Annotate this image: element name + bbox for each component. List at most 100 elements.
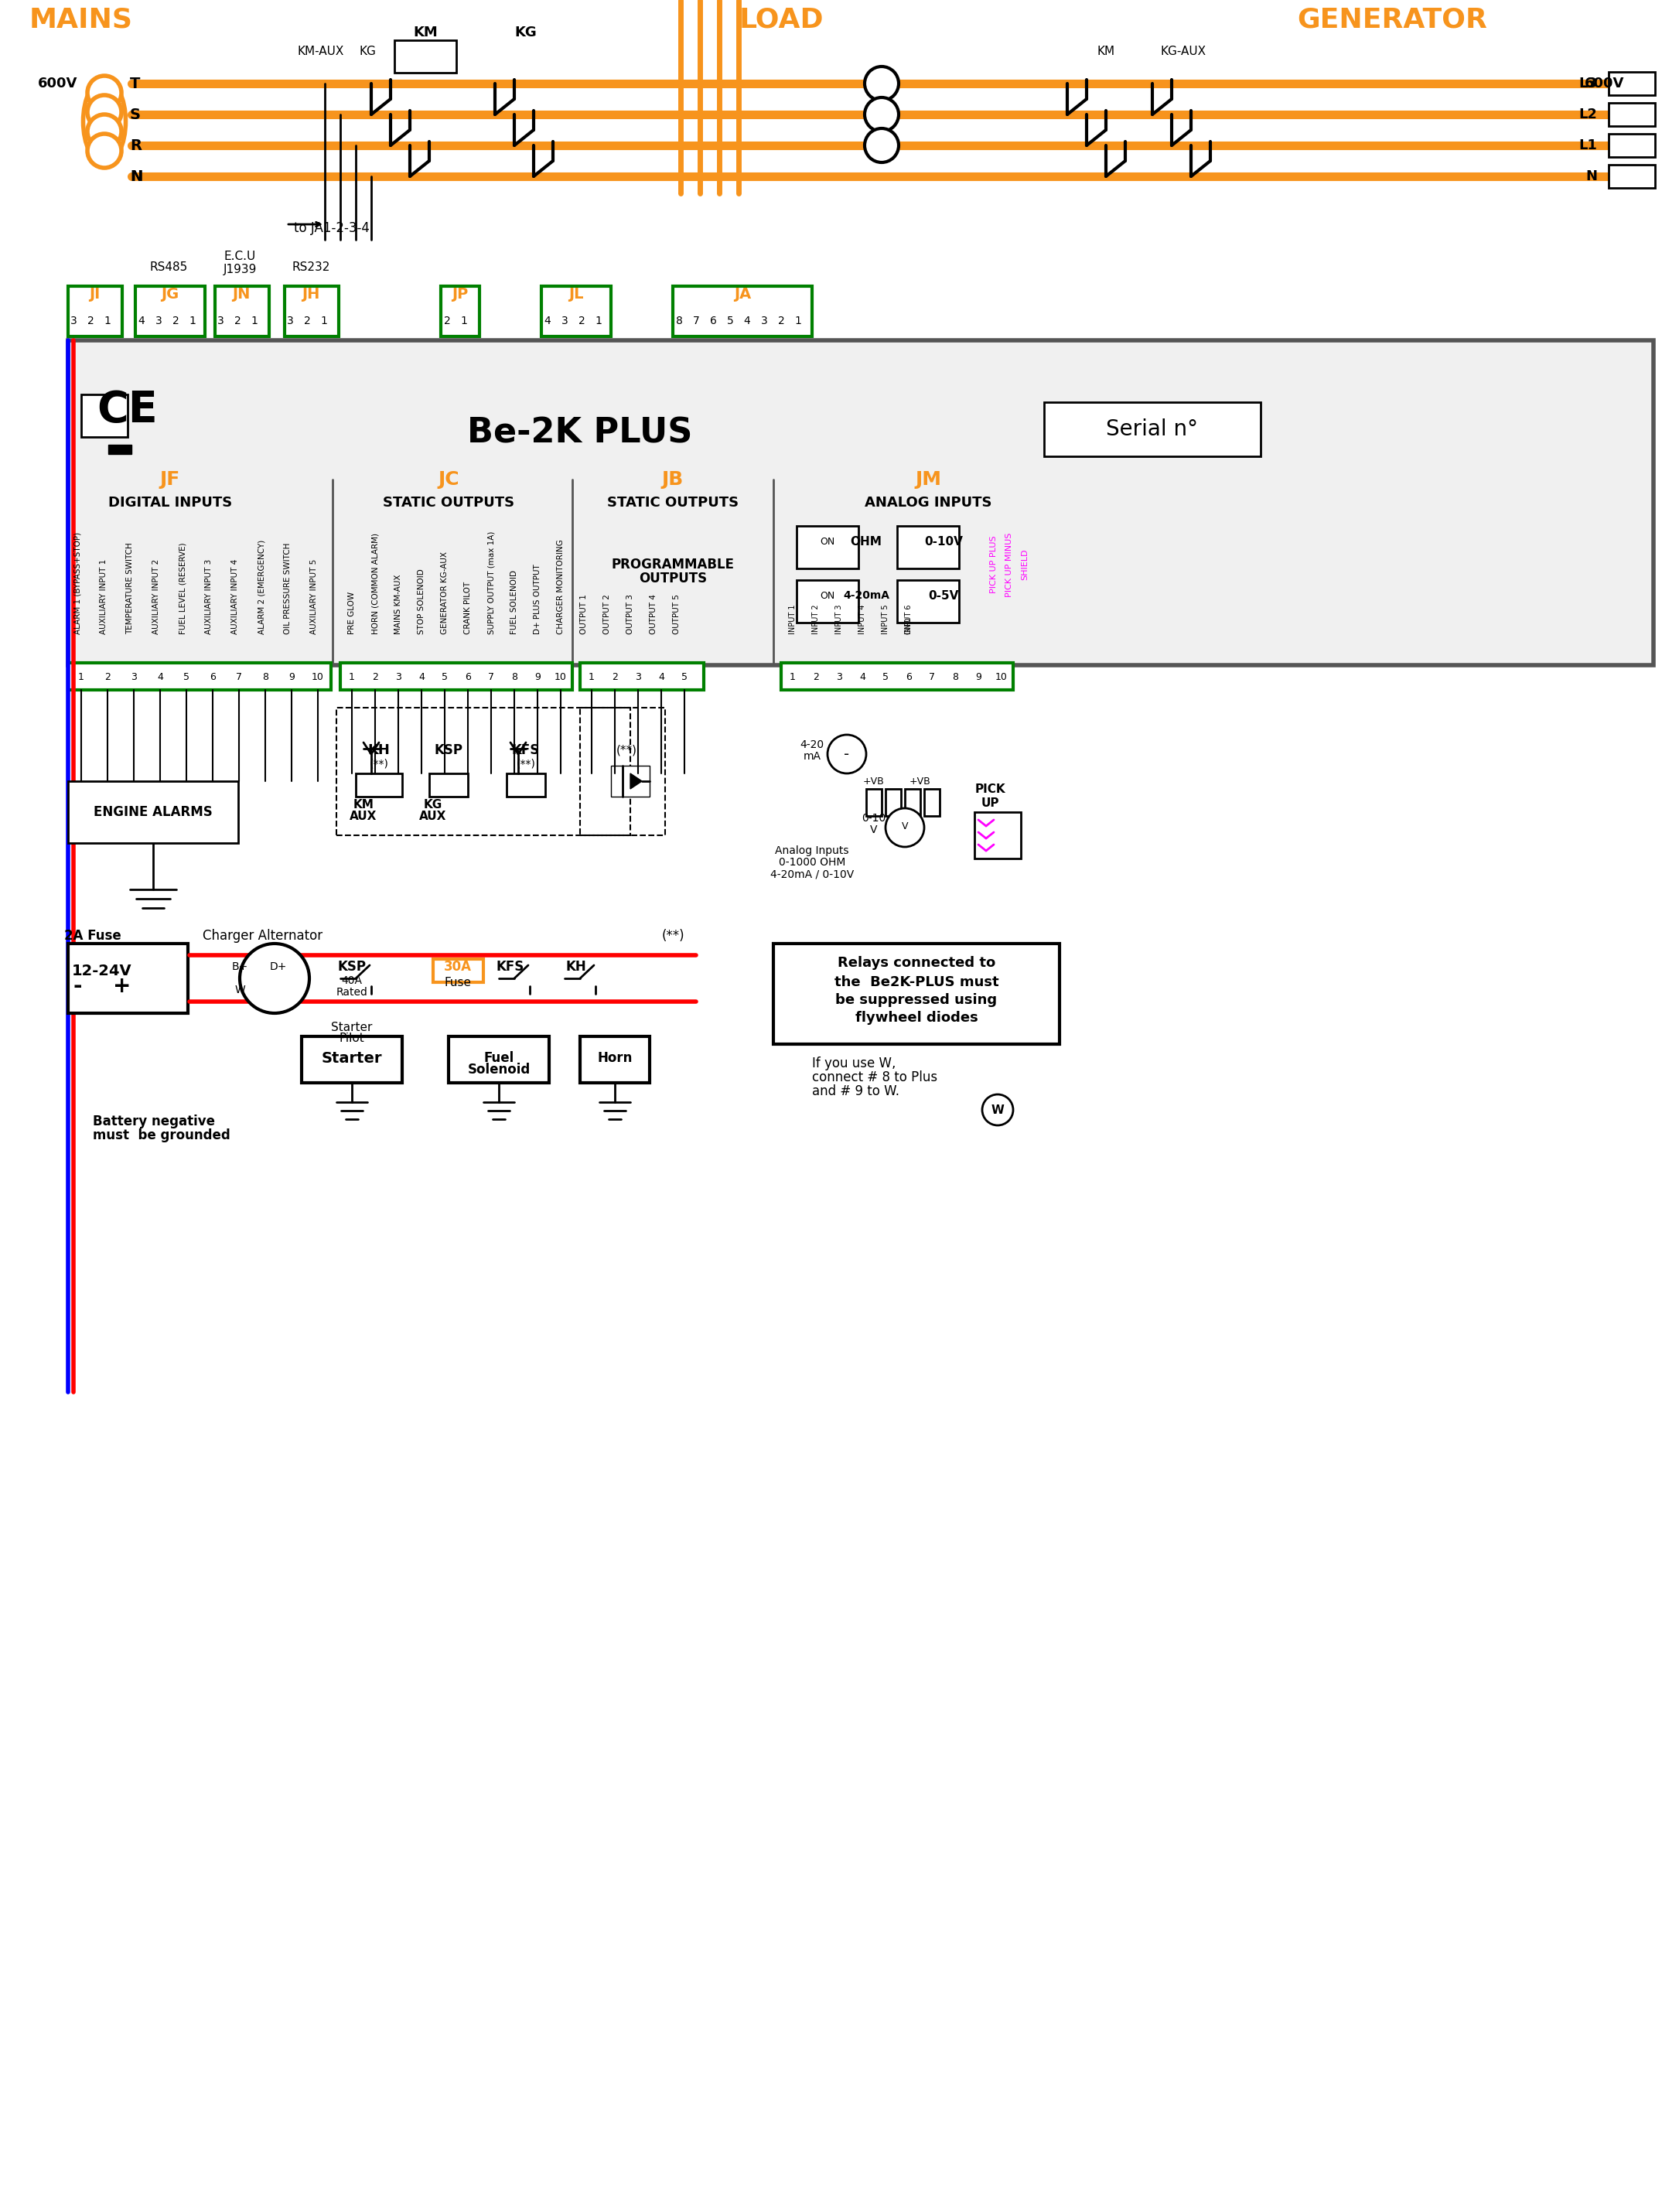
Text: JC: JC <box>438 471 460 489</box>
Text: 4: 4 <box>418 672 425 681</box>
Text: Fuel: Fuel <box>484 1051 514 1064</box>
Text: 8: 8 <box>675 316 682 327</box>
Text: ALARM 2 (EMERGENCY): ALARM 2 (EMERGENCY) <box>257 540 265 635</box>
Text: Fuse: Fuse <box>445 975 472 989</box>
Text: KFS: KFS <box>512 743 541 757</box>
Text: 40A: 40A <box>341 975 363 987</box>
Bar <box>433 960 484 982</box>
Text: V: V <box>902 821 908 832</box>
Text: FUEL SOLENOID: FUEL SOLENOID <box>510 571 519 635</box>
Text: 4-20mA: 4-20mA <box>843 591 890 602</box>
Bar <box>81 394 128 438</box>
Text: 9: 9 <box>289 672 294 681</box>
Text: 3: 3 <box>154 316 161 327</box>
Text: KG-AUX: KG-AUX <box>1160 44 1206 58</box>
Text: HORN (COMMON ALARM): HORN (COMMON ALARM) <box>371 533 379 635</box>
Circle shape <box>87 75 121 111</box>
Text: 1: 1 <box>794 316 801 327</box>
Text: 2: 2 <box>443 316 450 327</box>
Text: (**): (**) <box>369 759 388 770</box>
Bar <box>69 341 1654 666</box>
Bar <box>541 285 611 336</box>
Text: T: T <box>129 75 141 91</box>
Text: JB: JB <box>662 471 683 489</box>
Text: 3: 3 <box>287 316 294 327</box>
Circle shape <box>865 97 898 131</box>
Text: 10: 10 <box>312 672 324 681</box>
Text: and # 9 to W.: and # 9 to W. <box>813 1084 900 1099</box>
Text: KSP: KSP <box>337 960 366 973</box>
Text: OUTPUTS: OUTPUTS <box>638 571 707 586</box>
Text: 4: 4 <box>658 672 665 681</box>
Text: 3: 3 <box>395 672 401 681</box>
Bar <box>69 664 331 690</box>
Circle shape <box>87 115 121 148</box>
Text: KSP: KSP <box>435 743 463 757</box>
Text: MAINS KM-AUX: MAINS KM-AUX <box>395 575 403 635</box>
Circle shape <box>240 945 309 1013</box>
Text: flywheel diodes: flywheel diodes <box>855 1011 977 1024</box>
Text: 2: 2 <box>233 316 240 327</box>
Text: B+: B+ <box>232 962 248 973</box>
Text: 1: 1 <box>190 316 196 327</box>
Text: PICK UP MINUS: PICK UP MINUS <box>1006 533 1012 597</box>
Bar <box>673 285 813 336</box>
Bar <box>781 664 1012 690</box>
Bar <box>69 945 188 1013</box>
Text: Starter: Starter <box>322 1051 383 1066</box>
Text: 1: 1 <box>594 316 603 327</box>
Bar <box>796 580 858 622</box>
Text: 5: 5 <box>883 672 888 681</box>
Text: KFS: KFS <box>497 960 524 973</box>
Bar <box>885 790 902 816</box>
Text: SUPPLY OUTPUT (max 1A): SUPPLY OUTPUT (max 1A) <box>487 531 495 635</box>
Text: KG: KG <box>423 799 443 810</box>
Text: AUX: AUX <box>420 810 447 823</box>
Text: AUXILIARY INPUT 1: AUXILIARY INPUT 1 <box>99 560 107 635</box>
Text: ENGINE ALARMS: ENGINE ALARMS <box>94 805 213 818</box>
Circle shape <box>87 95 121 128</box>
Bar <box>579 1037 650 1084</box>
Text: KG: KG <box>359 44 376 58</box>
Text: 1: 1 <box>104 316 111 327</box>
Text: 2: 2 <box>104 672 111 681</box>
Text: 2: 2 <box>777 316 784 327</box>
Circle shape <box>828 734 866 774</box>
Text: 1: 1 <box>321 316 327 327</box>
Text: the  Be2K-PLUS must: the Be2K-PLUS must <box>834 975 999 989</box>
Text: 5: 5 <box>682 672 687 681</box>
Text: INPUT 4: INPUT 4 <box>858 604 866 635</box>
Text: CHARGER MONITORING: CHARGER MONITORING <box>557 540 564 635</box>
Text: JI: JI <box>89 288 99 301</box>
Text: 5: 5 <box>442 672 448 681</box>
Text: 8: 8 <box>262 672 269 681</box>
Text: PICK: PICK <box>974 783 1006 794</box>
Text: AUXILIARY INPUT 2: AUXILIARY INPUT 2 <box>153 560 160 635</box>
Bar <box>442 285 480 336</box>
Bar <box>774 945 1059 1044</box>
Text: PROGRAMMABLE: PROGRAMMABLE <box>611 557 734 571</box>
Text: 7: 7 <box>928 672 935 681</box>
Bar <box>923 790 940 816</box>
Text: CE: CE <box>97 389 158 431</box>
Text: LOAD: LOAD <box>739 7 823 33</box>
Text: INPUT 1: INPUT 1 <box>789 604 796 635</box>
Text: JP: JP <box>452 288 468 301</box>
Text: INPUT 2: INPUT 2 <box>813 604 819 635</box>
Text: KM: KM <box>1096 44 1115 58</box>
Text: FUEL LEVEL (RESERVE): FUEL LEVEL (RESERVE) <box>178 542 186 635</box>
Text: GENERATOR KG-AUX: GENERATOR KG-AUX <box>442 551 448 635</box>
Text: 0-10: 0-10 <box>861 812 887 823</box>
Text: to JA1-2-3-4: to JA1-2-3-4 <box>294 221 369 234</box>
Text: 2: 2 <box>304 316 311 327</box>
Text: KH: KH <box>368 743 390 757</box>
Text: MAINS: MAINS <box>30 7 133 33</box>
Text: L2: L2 <box>1578 108 1597 122</box>
Text: Charger Alternator: Charger Alternator <box>203 929 322 942</box>
Text: 4: 4 <box>544 316 551 327</box>
Text: 6: 6 <box>210 672 215 681</box>
Text: V: V <box>870 825 878 836</box>
Bar <box>866 790 881 816</box>
Text: 2: 2 <box>611 672 618 681</box>
Text: 4: 4 <box>158 672 163 681</box>
